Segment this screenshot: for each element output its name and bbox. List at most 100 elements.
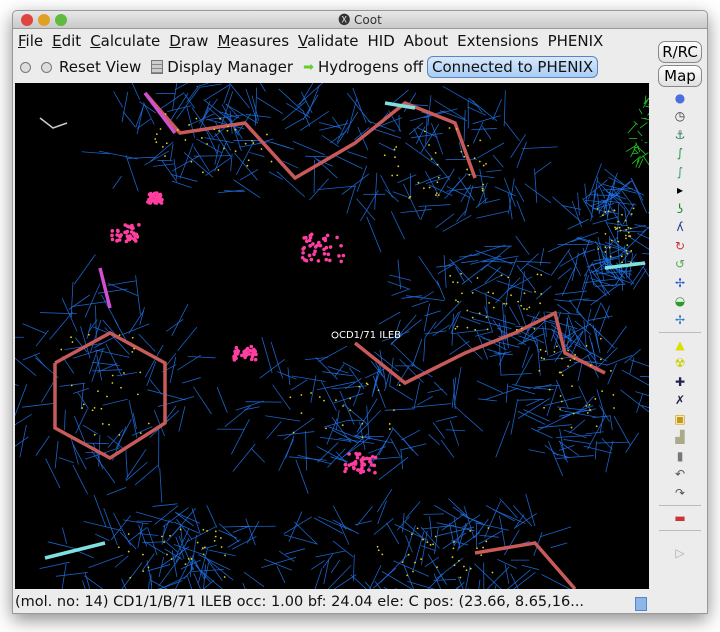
density-mesh-line: [599, 411, 605, 434]
density-mesh-line: [338, 437, 375, 444]
map-button[interactable]: Map: [658, 65, 702, 87]
contact-dot: [360, 466, 364, 470]
flip-icon[interactable]: ʎ: [676, 220, 684, 234]
mutate-icon[interactable]: ▟: [675, 430, 685, 444]
pep-flip-icon[interactable]: ✢: [674, 275, 686, 290]
density-mesh-line: [427, 573, 444, 589]
contact-dot: [377, 389, 380, 392]
contact-dot: [630, 261, 632, 264]
density-mesh-line: [205, 157, 232, 176]
density-mesh-line: [596, 180, 625, 209]
menu-file[interactable]: File: [18, 32, 44, 50]
r-rc-button[interactable]: R/RC: [658, 41, 702, 63]
contact-dot: [315, 243, 319, 248]
redo-icon[interactable]: ↷: [674, 485, 686, 500]
density-mesh-line: [95, 305, 97, 338]
radioactive-delete-icon[interactable]: ☢: [674, 356, 686, 370]
undo-icon[interactable]: ↶: [674, 467, 686, 481]
density-mesh-line: [193, 573, 201, 589]
density-mesh-line: [574, 320, 592, 336]
water-bucket-icon[interactable]: ▮: [676, 448, 684, 463]
density-mesh-line: [481, 260, 515, 263]
contact-dot: [249, 344, 254, 349]
density-mesh-line: [283, 417, 315, 440]
contact-dot: [307, 238, 312, 243]
density-mesh-line: [264, 558, 292, 571]
density-mesh-line: [373, 518, 394, 535]
go-to-atom-icon[interactable]: ●: [674, 90, 686, 105]
connected-to-phenix-button[interactable]: Connected to PHENIX: [427, 56, 599, 78]
nitrogen-bond: [604, 261, 646, 270]
menu-extensions[interactable]: Extensions: [457, 32, 539, 50]
density-mesh-line: [90, 319, 102, 353]
density-mesh-line: [374, 580, 382, 589]
density-mesh-line: [456, 209, 468, 222]
density-mesh-line: [487, 264, 510, 278]
contact-dot: [396, 174, 399, 177]
title-bar: 🅧 Coot: [13, 11, 707, 29]
density-mesh-line: [158, 556, 165, 578]
menu-phenix[interactable]: PHENIX: [547, 32, 604, 50]
sequence-view-icon[interactable]: ▬: [674, 510, 686, 525]
density-mesh-line: [410, 110, 446, 122]
add-terminal-residue-icon[interactable]: ✗: [674, 393, 686, 407]
molecule-view[interactable]: CD1/71 ILEB: [15, 83, 649, 589]
menu-about[interactable]: About: [403, 32, 449, 50]
density-mesh-line: [448, 498, 470, 520]
contact-dot: [240, 353, 244, 358]
density-mesh-line: [635, 391, 649, 397]
rigid-body-fit-icon[interactable]: ⚓: [674, 127, 686, 142]
contact-dot: [452, 281, 454, 284]
toolbar-stop-icon[interactable]: [41, 61, 52, 73]
more-arrow-icon[interactable]: ▸: [676, 183, 684, 197]
rotate-translate-icon[interactable]: ✢: [674, 312, 686, 327]
contact-dot: [468, 173, 471, 176]
density-mesh-line: [204, 562, 210, 579]
menu-validate[interactable]: Validate: [298, 32, 359, 50]
contact-dot: [213, 128, 216, 131]
density-mesh-line: [116, 371, 138, 377]
expand-arrow-icon[interactable]: ▷: [675, 545, 685, 560]
density-mesh-line: [96, 355, 103, 381]
edit-chi-icon[interactable]: ↺: [674, 257, 686, 271]
density-mesh-line: [436, 168, 455, 198]
regularize-icon[interactable]: ∫: [676, 164, 684, 179]
zoom-button[interactable]: [55, 14, 67, 26]
density-mesh-line: [411, 338, 423, 367]
close-button[interactable]: [21, 14, 33, 26]
add-atom-icon[interactable]: ✚: [674, 374, 686, 389]
contact-dot: [202, 528, 205, 531]
contact-dot: [393, 409, 395, 412]
density-mesh-line: [513, 513, 525, 530]
hydrogens-button[interactable]: Hydrogens off: [317, 58, 424, 76]
rotamer-icon[interactable]: ʖ: [676, 201, 684, 216]
density-mesh-line: [593, 270, 633, 275]
minimize-button[interactable]: [38, 14, 50, 26]
density-mesh-line: [374, 351, 399, 372]
density-mesh-line: [410, 363, 433, 378]
side-chain-icon[interactable]: ◒: [674, 294, 686, 308]
contact-dot: [71, 341, 74, 343]
toolbar-left-arrow-icon[interactable]: [20, 61, 31, 73]
density-mesh-line: [105, 343, 123, 377]
place-atom-icon[interactable]: ▣: [674, 411, 686, 426]
menu-edit[interactable]: Edit: [52, 32, 82, 50]
contact-dot: [558, 371, 561, 374]
menu-hid[interactable]: HID: [367, 32, 395, 50]
density-mesh-line: [423, 513, 444, 515]
menu-calculate[interactable]: Calculate: [90, 32, 161, 50]
torsion-icon[interactable]: ↻: [674, 238, 686, 253]
delete-hazard-icon[interactable]: ▲: [675, 337, 685, 352]
clock-rotate-icon[interactable]: ◷: [674, 109, 686, 123]
reset-view-button[interactable]: Reset View: [59, 58, 142, 76]
density-mesh-line: [73, 415, 86, 443]
real-space-refine-icon[interactable]: ∫: [676, 146, 684, 160]
graphics-canvas[interactable]: CD1/71 ILEB: [15, 83, 649, 589]
contact-dot: [217, 169, 220, 171]
menu-draw[interactable]: Draw: [169, 32, 209, 50]
density-mesh-line: [504, 563, 510, 584]
contact-dot: [381, 553, 384, 556]
display-manager-button[interactable]: Display Manager: [167, 58, 294, 76]
menu-measures[interactable]: Measures: [217, 32, 290, 50]
contact-dot: [179, 528, 182, 531]
